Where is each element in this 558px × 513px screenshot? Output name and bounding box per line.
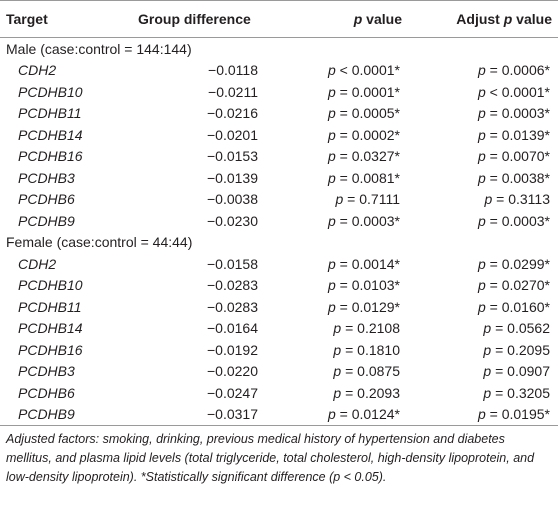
- target-cell: PCDHB14: [18, 126, 83, 143]
- header-cell: Target: [6, 11, 48, 27]
- table-body: Male (case:control = 144:144) CDH2 −0.0118…: [0, 38, 558, 426]
- difference-cell: −0.0216: [207, 105, 258, 122]
- section-row: Male (case:control = 144:144): [0, 38, 558, 60]
- p-value-cell: p < 0.0001*: [327, 62, 400, 79]
- data-row: CDH2 −0.0118 p < 0.0001* p = 0.0006*: [0, 60, 558, 82]
- adjusted-p-cell: p = 0.0038*: [477, 169, 550, 186]
- p-value-cell: p = 0.0103*: [327, 277, 400, 294]
- adjusted-p-cell: p = 0.3205: [483, 384, 550, 401]
- p-value-cell: p = 0.0002*: [327, 126, 400, 143]
- data-row: PCDHB9 −0.0230 p = 0.0003* p = 0.0003*: [0, 210, 558, 232]
- adjusted-p-cell: p = 0.0270*: [477, 277, 550, 294]
- target-cell: PCDHB11: [18, 298, 82, 315]
- data-row: PCDHB11 −0.0283 p = 0.0129* p = 0.0160*: [0, 296, 558, 318]
- section-title: Male (case:control = 144:144): [6, 40, 192, 57]
- section-row: Female (case:control = 44:44): [0, 232, 558, 254]
- adjusted-p-cell: p = 0.3113: [484, 191, 550, 208]
- data-row: CDH2 −0.0158 p = 0.0014* p = 0.0299*: [0, 253, 558, 275]
- difference-cell: −0.0192: [207, 341, 258, 358]
- difference-cell: −0.0201: [207, 126, 258, 143]
- header-cell: Adjust p value: [456, 11, 552, 27]
- p-value-cell: p = 0.0327*: [327, 148, 400, 165]
- target-cell: PCDHB9: [18, 212, 75, 229]
- p-value-cell: p = 0.0081*: [327, 169, 400, 186]
- target-cell: CDH2: [18, 255, 57, 272]
- p-value-cell: p = 0.2108: [333, 320, 400, 337]
- difference-cell: −0.0139: [207, 169, 258, 186]
- difference-cell: −0.0220: [207, 363, 258, 380]
- p-value-cell: p = 0.7111: [335, 191, 401, 208]
- adjusted-p-cell: p = 0.0006*: [477, 62, 550, 79]
- target-cell: PCDHB14: [18, 320, 83, 337]
- adjusted-p-cell: p = 0.0070*: [477, 148, 550, 165]
- difference-cell: −0.0283: [207, 277, 258, 294]
- adjusted-p-cell: p = 0.0160*: [477, 298, 550, 315]
- adjusted-p-cell: p = 0.0139*: [477, 126, 550, 143]
- target-cell: PCDHB10: [18, 83, 83, 100]
- adjusted-p-cell: p = 0.2095: [483, 341, 550, 358]
- data-row: PCDHB10 −0.0211 p = 0.0001* p < 0.0001*: [0, 81, 558, 103]
- target-cell: PCDHB16: [18, 341, 83, 358]
- difference-cell: −0.0247: [207, 384, 258, 401]
- p-value-cell: p = 0.0124*: [327, 406, 400, 423]
- data-row: PCDHB9 −0.0317 p = 0.0124* p = 0.0195*: [0, 404, 558, 426]
- target-cell: PCDHB6: [18, 384, 75, 401]
- header-cell: p value: [353, 11, 402, 27]
- table-header: Target Group difference p value Adjust p…: [0, 0, 558, 38]
- p-value-cell: p = 0.1810: [333, 341, 400, 358]
- data-row: PCDHB6 −0.0247 p = 0.2093 p = 0.3205: [0, 382, 558, 404]
- adjusted-p-cell: p < 0.0001*: [477, 83, 550, 100]
- data-row: PCDHB3 −0.0139 p = 0.0081* p = 0.0038*: [0, 167, 558, 189]
- p-value-cell: p = 0.0001*: [327, 83, 400, 100]
- data-row: PCDHB6 −0.0038 p = 0.7111 p = 0.3113: [0, 189, 558, 211]
- data-row: PCDHB3 −0.0220 p = 0.0875 p = 0.0907: [0, 361, 558, 383]
- header-cell: Group difference: [138, 11, 251, 27]
- target-cell: PCDHB9: [18, 406, 75, 423]
- target-cell: PCDHB16: [18, 148, 83, 165]
- p-value-cell: p = 0.0005*: [327, 105, 400, 122]
- data-row: PCDHB14 −0.0164 p = 0.2108 p = 0.0562: [0, 318, 558, 340]
- p-value-cell: p = 0.0129*: [327, 298, 400, 315]
- difference-cell: −0.0158: [207, 255, 258, 272]
- adjusted-p-cell: p = 0.0195*: [477, 406, 550, 423]
- target-cell: PCDHB3: [18, 169, 75, 186]
- difference-cell: −0.0283: [207, 298, 258, 315]
- difference-cell: −0.0230: [207, 212, 258, 229]
- target-cell: CDH2: [18, 62, 57, 79]
- difference-cell: −0.0211: [208, 83, 258, 100]
- adjusted-p-cell: p = 0.0907: [483, 363, 550, 380]
- adjusted-p-cell: p = 0.0003*: [477, 212, 550, 229]
- adjusted-p-cell: p = 0.0299*: [477, 255, 550, 272]
- difference-cell: −0.0038: [207, 191, 258, 208]
- header-row: Target Group difference p value Adjust p…: [0, 0, 558, 38]
- target-cell: PCDHB3: [18, 363, 75, 380]
- data-row: PCDHB16 −0.0153 p = 0.0327* p = 0.0070*: [0, 146, 558, 168]
- target-cell: PCDHB11: [18, 105, 82, 122]
- difference-cell: −0.0164: [207, 320, 258, 337]
- difference-cell: −0.0118: [208, 62, 258, 79]
- data-row: PCDHB16 −0.0192 p = 0.1810 p = 0.2095: [0, 339, 558, 361]
- difference-cell: −0.0317: [207, 406, 258, 423]
- target-cell: PCDHB6: [18, 191, 75, 208]
- results-table: Target Group difference p value Adjust p…: [0, 0, 558, 426]
- adjusted-p-cell: p = 0.0562: [483, 320, 550, 337]
- data-row: PCDHB14 −0.0201 p = 0.0002* p = 0.0139*: [0, 124, 558, 146]
- section-title: Female (case:control = 44:44): [6, 234, 193, 251]
- p-value-cell: p = 0.0014*: [327, 255, 400, 272]
- adjusted-p-cell: p = 0.0003*: [477, 105, 550, 122]
- data-row: PCDHB11 −0.0216 p = 0.0005* p = 0.0003*: [0, 103, 558, 125]
- footnote: Adjusted factors: smoking, drinking, pre…: [6, 432, 535, 484]
- target-cell: PCDHB10: [18, 277, 83, 294]
- data-row: PCDHB10 −0.0283 p = 0.0103* p = 0.0270*: [0, 275, 558, 297]
- difference-cell: −0.0153: [207, 148, 258, 165]
- p-value-cell: p = 0.0875: [333, 363, 400, 380]
- p-value-cell: p = 0.2093: [333, 384, 400, 401]
- p-value-cell: p = 0.0003*: [327, 212, 400, 229]
